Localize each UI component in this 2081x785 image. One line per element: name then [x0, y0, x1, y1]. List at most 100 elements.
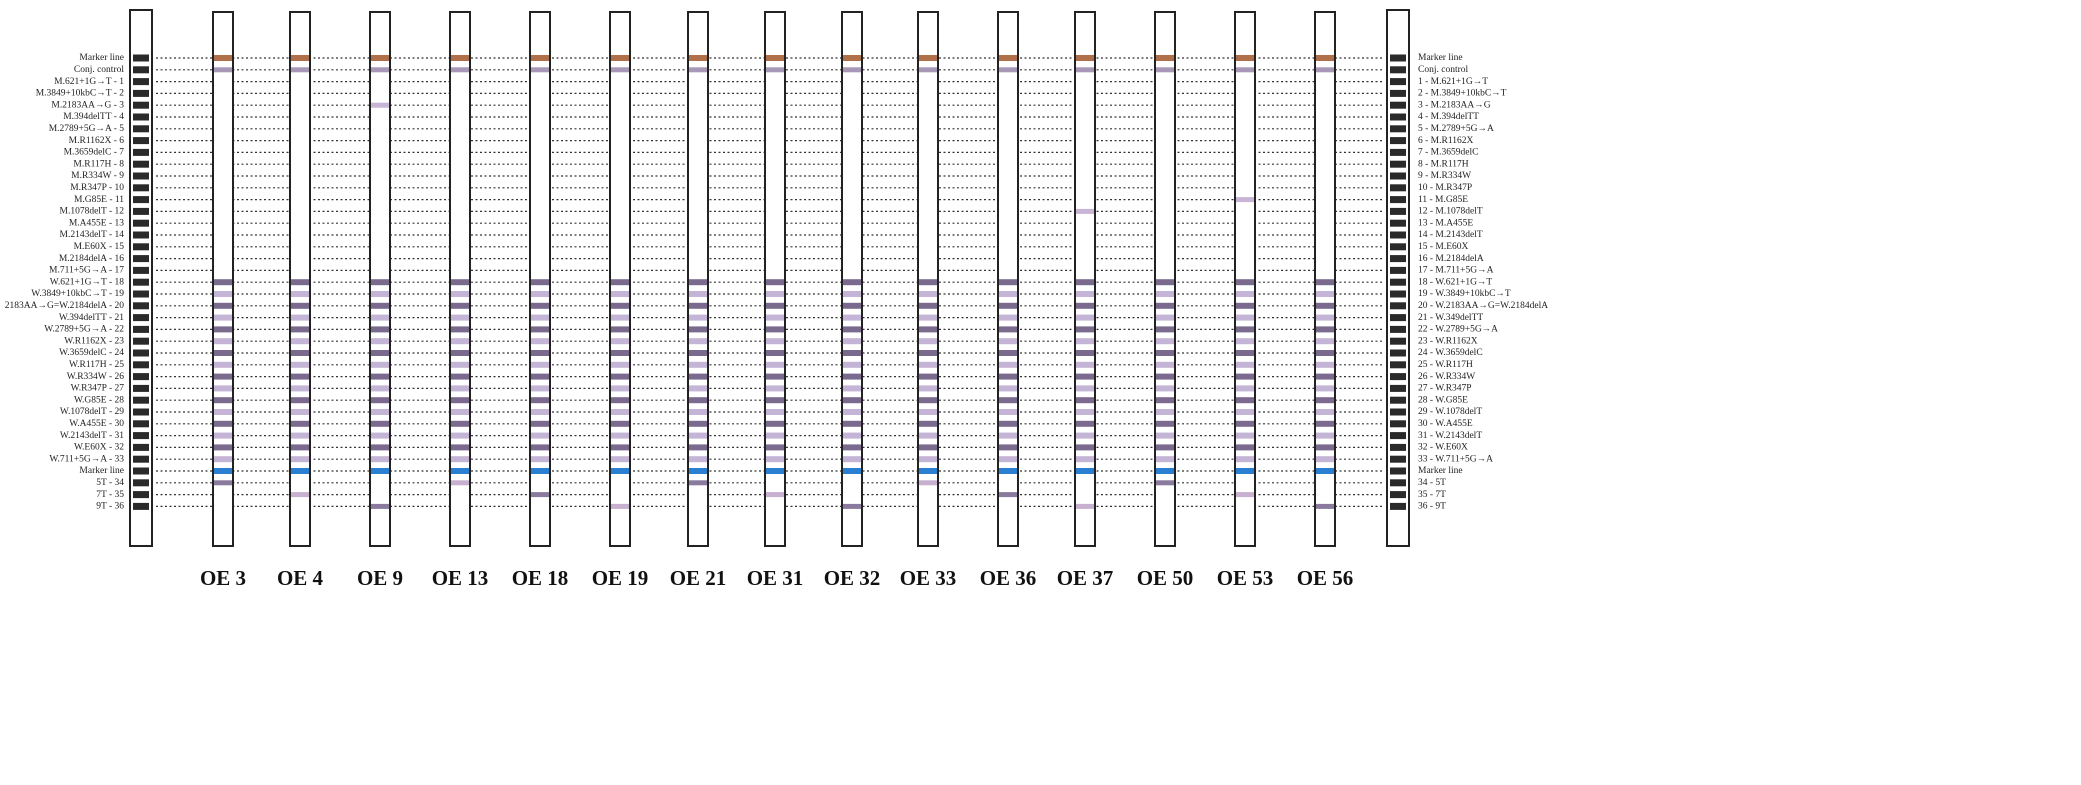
left-label: W.R1162X - 23: [64, 336, 124, 346]
right-label: 27 - W.R347P: [1418, 384, 1472, 394]
sample-label: OE 50: [1137, 566, 1194, 590]
band: [843, 409, 861, 415]
band: [611, 397, 629, 403]
band: [531, 55, 549, 61]
band: [1236, 291, 1254, 297]
left-label: M.E60X - 15: [74, 242, 125, 252]
right-label: 1 - M.621+1G→T: [1418, 77, 1488, 87]
band: [999, 55, 1017, 61]
band: [214, 468, 232, 474]
band: [1156, 338, 1174, 344]
band: [1076, 338, 1094, 344]
band: [689, 67, 707, 72]
band: [531, 444, 549, 450]
band: [214, 315, 232, 321]
band: [1076, 315, 1094, 321]
band: [1236, 55, 1254, 61]
sample-strip: [450, 12, 470, 546]
band: [371, 350, 389, 356]
band: [531, 421, 549, 427]
band: [766, 291, 784, 297]
band: [291, 468, 309, 474]
band: [531, 433, 549, 439]
left-label: W.A455E - 30: [69, 419, 124, 429]
band: [919, 338, 937, 344]
right-label: 14 - M.2143delT: [1418, 230, 1483, 240]
left-label: M.R117H - 8: [73, 159, 124, 169]
reference-band: [133, 279, 149, 286]
band: [843, 421, 861, 427]
reference-band: [133, 314, 149, 321]
band: [451, 433, 469, 439]
band: [611, 350, 629, 356]
band: [843, 350, 861, 356]
band: [371, 409, 389, 415]
band: [843, 326, 861, 332]
sample-strip: [370, 12, 390, 546]
sample-label: OE 21: [670, 566, 727, 590]
left-label: W.R334W - 26: [67, 372, 125, 382]
reference-band: [1390, 361, 1406, 368]
band: [371, 468, 389, 474]
left-label: M.3659delC - 7: [64, 148, 125, 158]
band: [1316, 67, 1334, 72]
right-label: 9 - M.R334W: [1418, 171, 1471, 181]
band: [451, 55, 469, 61]
band: [689, 350, 707, 356]
sample-label: OE 13: [432, 566, 489, 590]
band: [1316, 374, 1334, 380]
right-label: Marker line: [1418, 53, 1463, 63]
band: [371, 279, 389, 285]
band: [1076, 209, 1094, 214]
band: [214, 291, 232, 297]
left-label: M.3849+10kbC→T - 2: [36, 89, 125, 99]
band: [611, 444, 629, 450]
band: [611, 55, 629, 61]
band: [451, 385, 469, 391]
right-label: 28 - W.G85E: [1418, 395, 1468, 405]
right-label: 6 - M.R1162X: [1418, 136, 1473, 146]
band: [611, 504, 629, 509]
band: [1316, 291, 1334, 297]
band: [1316, 350, 1334, 356]
band: [451, 350, 469, 356]
band: [766, 315, 784, 321]
sample-strip: [610, 12, 630, 546]
band: [611, 362, 629, 368]
reference-band: [1390, 503, 1406, 510]
right-label: Marker line: [1418, 466, 1463, 476]
left-label: M.2143delT - 14: [60, 230, 125, 240]
right-label: 16 - M.2184delA: [1418, 254, 1484, 264]
band: [919, 409, 937, 415]
reference-band: [1390, 220, 1406, 227]
reference-band: [133, 409, 149, 416]
band: [1076, 374, 1094, 380]
right-label: 18 - W.621+1G→T: [1418, 277, 1492, 287]
band: [999, 291, 1017, 297]
band: [919, 374, 937, 380]
band: [1316, 444, 1334, 450]
band: [214, 397, 232, 403]
band: [999, 456, 1017, 462]
band: [214, 409, 232, 415]
right-label: 36 - 9T: [1418, 502, 1446, 512]
left-label: M.R1162X - 6: [69, 136, 125, 146]
band: [371, 338, 389, 344]
sample-strip: [1075, 12, 1095, 546]
band: [291, 362, 309, 368]
band: [1156, 350, 1174, 356]
band: [843, 397, 861, 403]
band: [1156, 279, 1174, 285]
left-label: 9T - 36: [96, 502, 124, 512]
band: [689, 315, 707, 321]
band: [766, 67, 784, 72]
reference-band: [133, 90, 149, 97]
band: [1076, 397, 1094, 403]
band: [214, 456, 232, 462]
band: [611, 456, 629, 462]
band: [766, 492, 784, 497]
band: [999, 397, 1017, 403]
reference-band: [133, 491, 149, 498]
left-label: W.R117H - 25: [69, 360, 124, 370]
reference-band: [1390, 444, 1406, 451]
